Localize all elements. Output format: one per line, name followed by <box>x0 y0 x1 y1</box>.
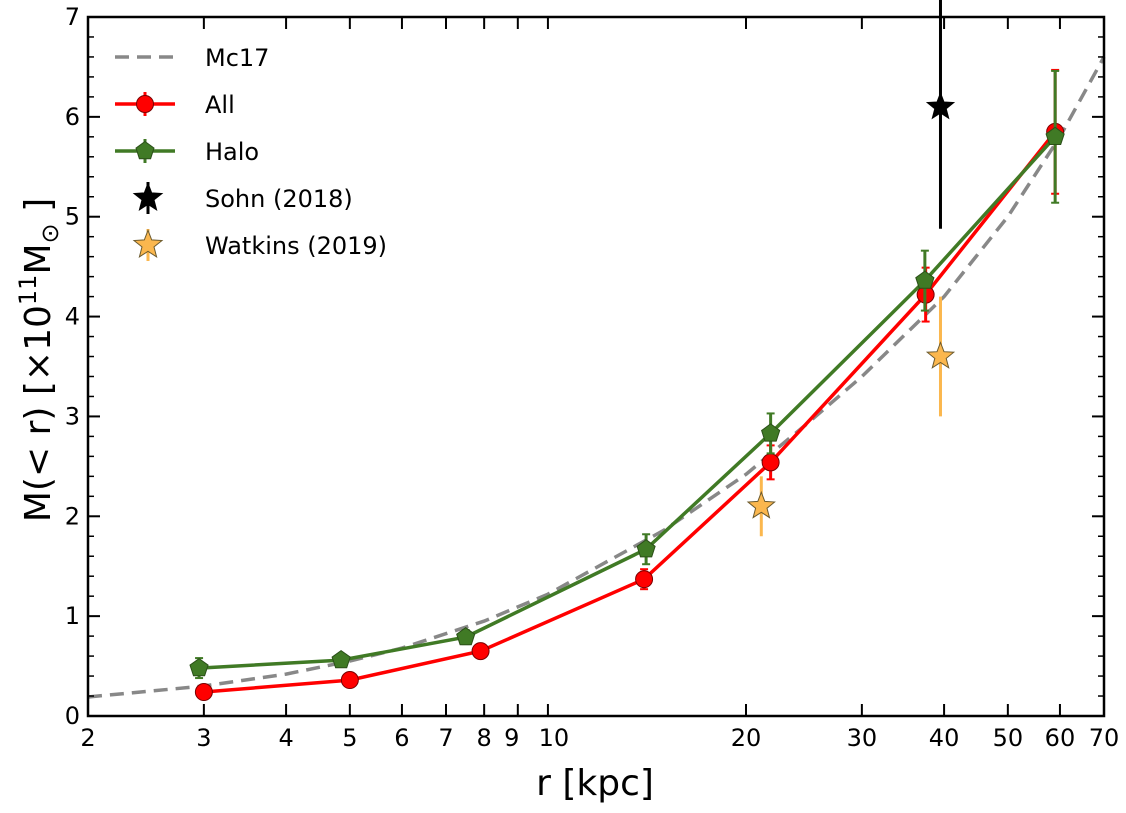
y-tick-label: 1 <box>65 602 80 630</box>
legend-label: All <box>205 91 235 119</box>
x-axis-label: r [kpc] <box>536 763 654 804</box>
data-point-halo <box>636 539 656 558</box>
legend-marker <box>132 181 164 212</box>
data-point-all <box>194 683 213 702</box>
x-tick-label: 6 <box>394 724 409 752</box>
data-point-watkins-2019 <box>925 341 956 369</box>
data-point-watkins-2019 <box>746 490 776 519</box>
x-tick-label: 7 <box>438 724 453 752</box>
series-watkins-2019 <box>746 296 956 537</box>
data-point-halo <box>1045 126 1065 145</box>
legend-entry: Sohn (2018) <box>132 181 353 214</box>
series-sohn-2018 <box>925 0 956 229</box>
y-tick-label: 5 <box>65 203 80 231</box>
x-tick-label: 3 <box>196 724 211 752</box>
plot-frame <box>86 15 1106 718</box>
series-mc17 <box>87 56 1106 699</box>
y-tick-label: 3 <box>65 402 80 430</box>
legend-entry: Halo <box>115 138 259 166</box>
x-tick-label: 10 <box>539 724 570 752</box>
data-point-halo <box>189 657 209 677</box>
legend-label: Watkins (2019) <box>205 232 387 260</box>
series-halo <box>189 69 1065 680</box>
x-tick-label: 2 <box>80 724 95 752</box>
y-tick-label: 6 <box>65 103 80 131</box>
y-tick-label: 2 <box>65 502 80 530</box>
x-tick-label: 30 <box>847 724 878 752</box>
data-point-all <box>635 570 654 589</box>
x-tick-label: 50 <box>993 724 1024 752</box>
data-point-halo <box>915 270 935 289</box>
series-all <box>194 68 1065 702</box>
x-tick-label: 5 <box>342 724 357 752</box>
legend-marker <box>132 228 164 259</box>
legend-label: Mc17 <box>205 44 269 72</box>
data-point-sohn-2018 <box>925 91 956 120</box>
data-point-halo <box>761 423 781 442</box>
x-tick-label: 4 <box>278 724 293 752</box>
x-tick-label: 70 <box>1089 724 1120 752</box>
legend-entry: Mc17 <box>115 44 269 72</box>
x-tick-label: 20 <box>731 724 762 752</box>
legend-entry: All <box>115 91 235 119</box>
legend-marker <box>135 140 155 160</box>
data-point-halo <box>331 649 351 669</box>
y-tick-label: 7 <box>65 3 80 31</box>
series-line-mc17 <box>87 56 1106 699</box>
legend: Mc17 All Halo Sohn (2018) Watkins (2019) <box>115 44 387 261</box>
x-tick-label: 9 <box>504 724 519 752</box>
legend-marker <box>136 95 154 113</box>
x-tick-label: 40 <box>929 724 960 752</box>
plot-area <box>87 0 1106 702</box>
y-tick-label: 4 <box>65 303 80 331</box>
data-point-all <box>471 642 490 661</box>
x-tick-label: 60 <box>1045 724 1076 752</box>
legend-entry: Watkins (2019) <box>132 228 387 261</box>
y-axis-label: M(< r) [×1011M⊙ ] <box>14 198 64 522</box>
data-point-all <box>340 671 359 690</box>
y-tick-label: 0 <box>65 702 80 730</box>
data-point-halo <box>456 626 476 646</box>
legend-label: Halo <box>205 138 259 166</box>
series-line-all <box>203 130 1057 694</box>
legend-label: Sohn (2018) <box>205 185 353 213</box>
x-tick-label: 8 <box>477 724 492 752</box>
data-point-all <box>761 453 780 472</box>
